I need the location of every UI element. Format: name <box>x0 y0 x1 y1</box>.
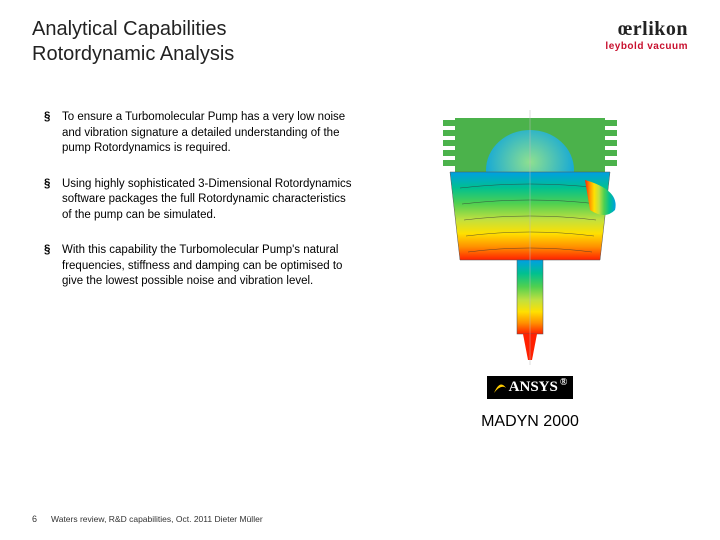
bullet-marker-icon: § <box>44 110 62 157</box>
figure-panel: ANSYS® MADYN 2000 <box>352 110 688 431</box>
brand-logo: œrlikon leybold vacuum <box>605 18 688 52</box>
title-block: Analytical Capabilities Rotordynamic Ana… <box>32 18 234 66</box>
bullet-marker-icon: § <box>44 177 62 224</box>
list-item: § With this capability the Turbomolecula… <box>44 243 352 290</box>
bullet-text: With this capability the Turbomolecular … <box>62 243 352 290</box>
footer-text: Waters review, R&D capabilities, Oct. 20… <box>51 514 263 524</box>
registered-icon: ® <box>560 377 567 388</box>
ansys-swoosh-icon <box>493 381 507 395</box>
bullet-text: Using highly sophisticated 3-Dimensional… <box>62 177 352 224</box>
madyn-label: MADYN 2000 <box>481 413 579 431</box>
title-line-2: Rotordynamic Analysis <box>32 43 234 66</box>
page-number: 6 <box>32 514 37 524</box>
ansys-text: ANSYS <box>509 379 558 396</box>
bullet-list: § To ensure a Turbomolecular Pump has a … <box>32 110 352 431</box>
slide: Analytical Capabilities Rotordynamic Ana… <box>0 0 720 540</box>
list-item: § Using highly sophisticated 3-Dimension… <box>44 177 352 224</box>
bullet-text: To ensure a Turbomolecular Pump has a ve… <box>62 110 352 157</box>
title-line-1: Analytical Capabilities <box>32 18 234 41</box>
body: § To ensure a Turbomolecular Pump has a … <box>32 110 688 431</box>
brand-subline: leybold vacuum <box>605 41 688 52</box>
footer: 6 Waters review, R&D capabilities, Oct. … <box>32 514 263 524</box>
header: Analytical Capabilities Rotordynamic Ana… <box>32 18 688 66</box>
list-item: § To ensure a Turbomolecular Pump has a … <box>44 110 352 157</box>
brand-wordmark: œrlikon <box>618 18 688 41</box>
ansys-badge: ANSYS® <box>487 376 574 399</box>
pump-fea-illustration <box>415 110 645 370</box>
bullet-marker-icon: § <box>44 243 62 290</box>
